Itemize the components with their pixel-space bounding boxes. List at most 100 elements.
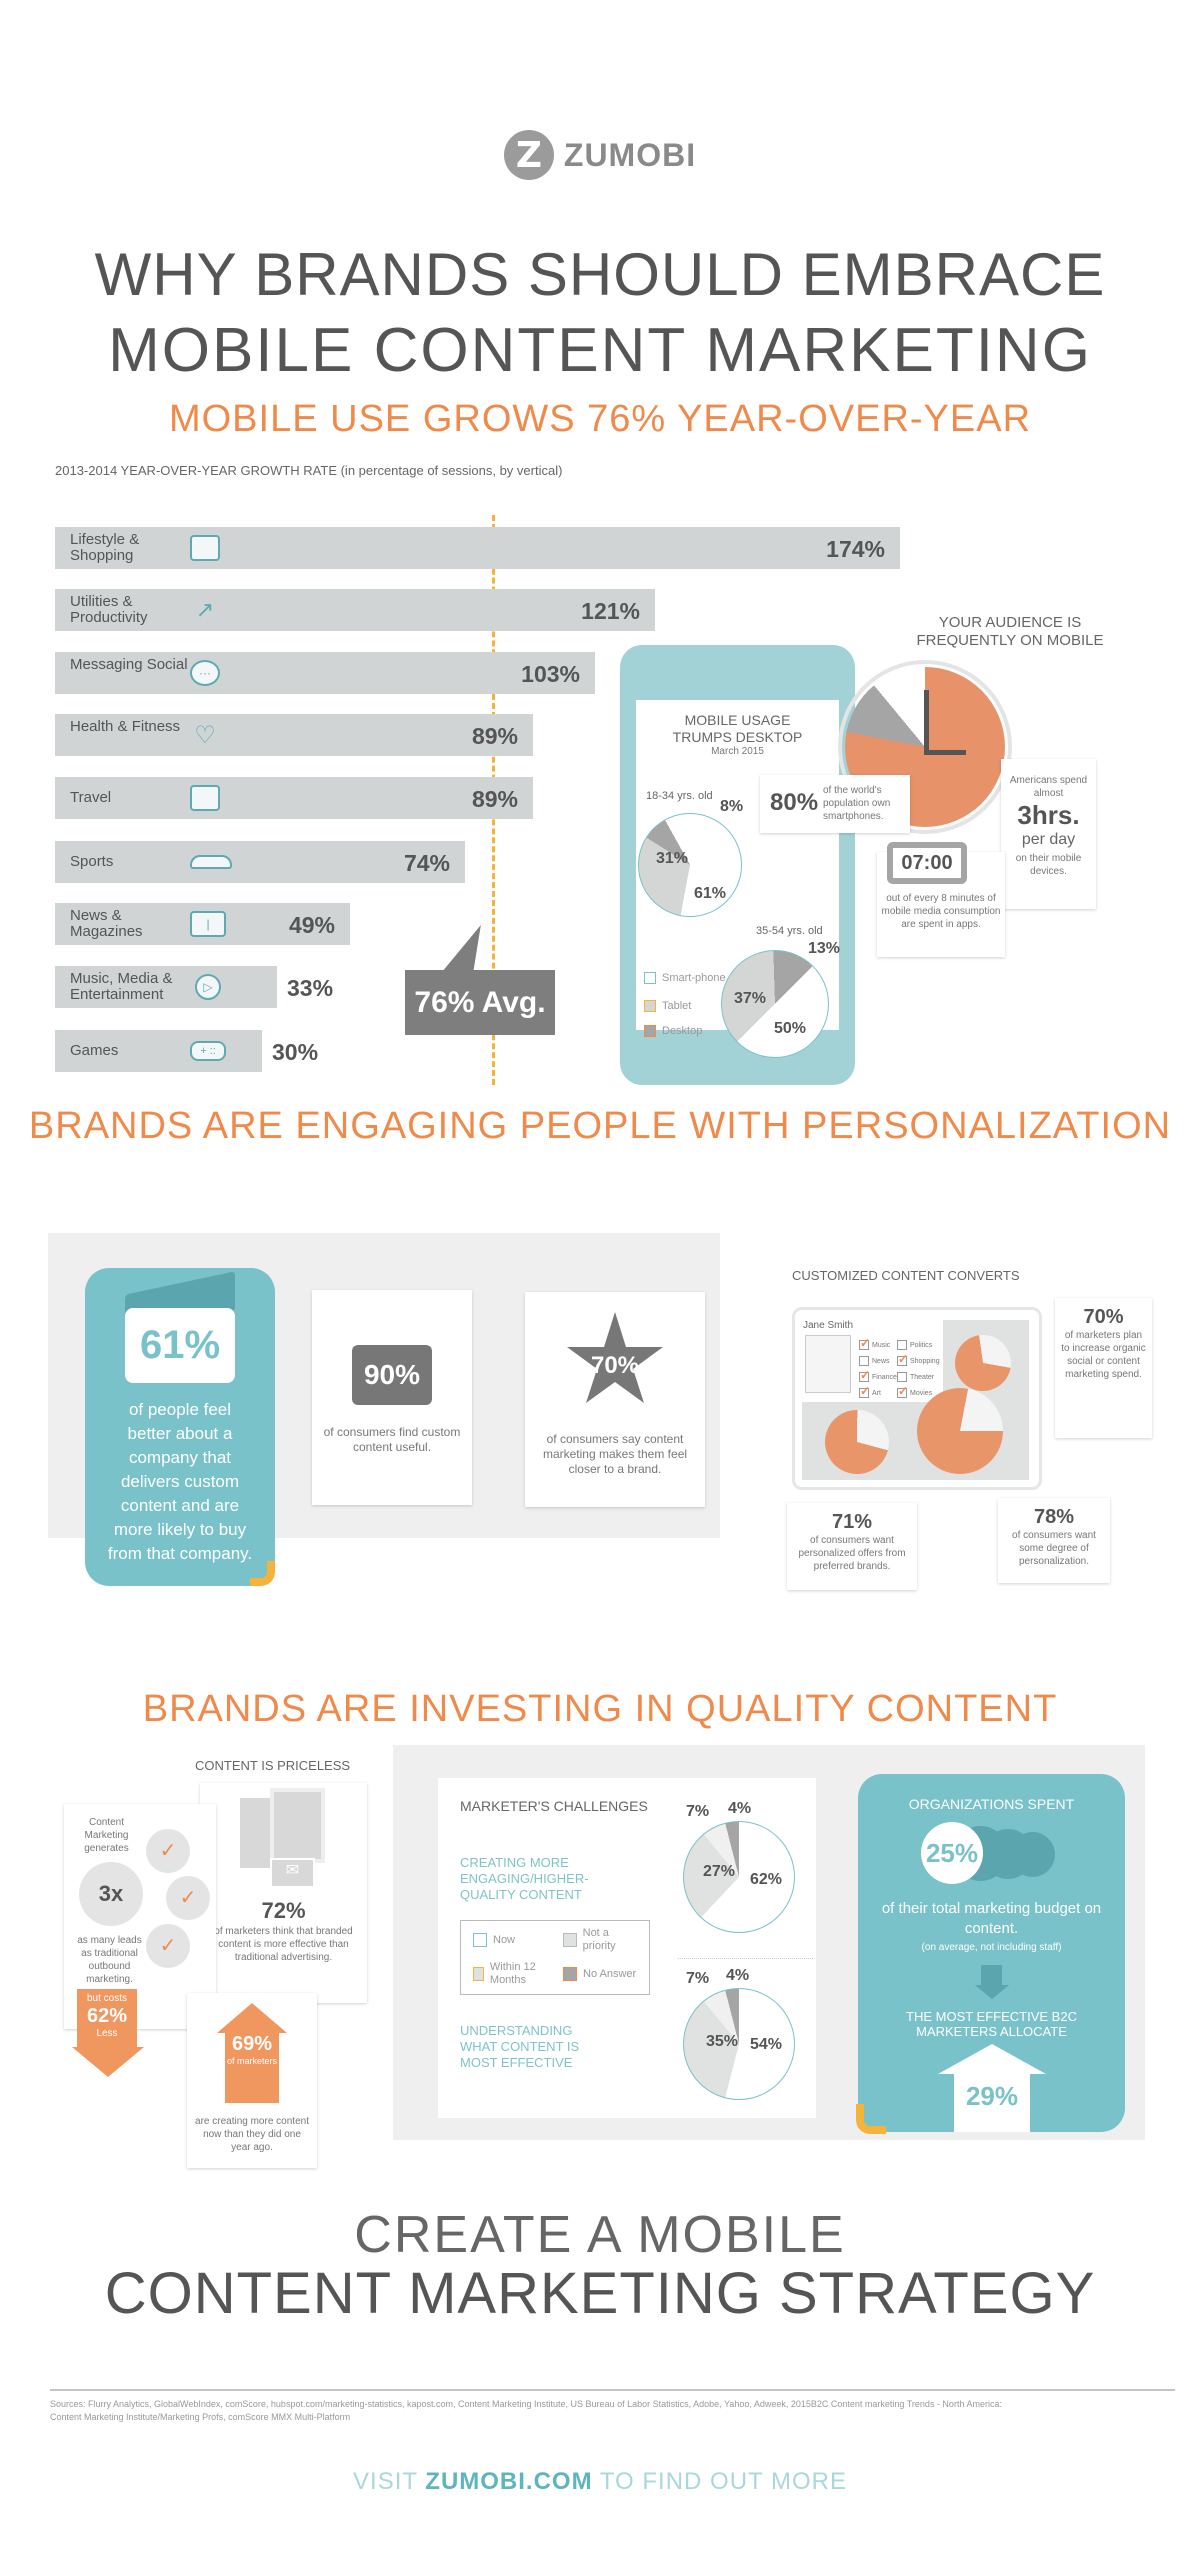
footer-title-line1: CREATE A MOBILE [354,2206,846,2264]
corner-accent [250,1561,275,1586]
check-icon: ✓ [166,1876,210,1920]
play-icon: ▷ [195,974,221,1000]
bar-value: 121% [581,598,640,624]
callout-value: 78% [1033,1506,1075,1528]
bar-value: 89% [471,723,518,749]
bar-games: Games + :: 30% [55,1030,318,1072]
card90-text: of consumers find custom content useful. [323,1425,461,1454]
hours-unit: per day [1021,831,1076,848]
group2-label: 35-54 yrs. old [756,925,823,937]
sources-line2: Content Marketing Institute/Marketing Pr… [50,2412,351,2422]
b2c-title: THE MOST EFFECTIVE B2C MARKETERS ALLOCAT… [906,2009,1077,2039]
bar-value: 33% [287,975,334,1001]
sources: Sources: Flurry Analytics, GlobalWebInde… [50,2398,1180,2424]
callout-70: 70% of marketers plan to increase organi… [1055,1298,1152,1438]
challenge1-pie [683,1821,795,1933]
converts-title: CUSTOMIZED CONTENT CONVERTS [792,1268,1020,1283]
house-icon [938,2044,1046,2074]
phone-title-2: TRUMPS DESKTOP [672,729,803,745]
apps-text: out of every 8 minutes of mobile media c… [881,893,1001,930]
callout-78: 78% of consumers want some degree of per… [998,1498,1110,1583]
costs-arrow-down-icon: but costs 62% Less [77,1989,137,2047]
budget-card: ORGANIZATIONS SPENT 25% of their total m… [856,1774,1125,2134]
card-61: 61% of people feel better about a compan… [85,1268,275,1586]
pie-label: 27% [703,1863,736,1880]
mobile-usage-phone: MOBILE USAGE TRUMPS DESKTOP March 2015 1… [619,645,855,1085]
bar-label: Health & Fitness [70,718,181,735]
org-note: (on average, not including staff) [921,1942,1062,1953]
bar-value: 30% [272,1039,319,1065]
heart-icon: ♡ [194,721,216,749]
chart-caption: 2013-2014 YEAR-OVER-YEAR GROWTH RATE (in… [55,463,563,478]
sneaker-icon [190,855,232,869]
phone-title: MOBILE USAGE [684,712,791,728]
arrow-down-head [72,2047,144,2077]
pie-label: 4% [728,1800,752,1817]
check-icon: ✓ [146,1924,190,1968]
challenge1-label: CREATING MORE ENGAGING/HIGHER-QUALITY CO… [460,1855,589,1902]
footer-divider [50,2389,1175,2391]
callout-text: of marketers plan to increase organic so… [1061,1330,1146,1380]
phone-screen: MOBILE USAGE TRUMPS DESKTOP March 2015 1… [619,700,852,1081]
clock-hand-minute [924,750,966,755]
arrow-up-head [217,2003,287,2033]
cta: VISIT ZUMOBI.COM TO FIND OUT MORE [0,2468,1200,2496]
callout-text: of consumers want personalized offers fr… [798,1535,906,1572]
pie-label: 4% [726,1967,750,1984]
bar-utilities: Utilities & Productivity ↗ 121% [55,589,655,631]
stat-80-card: 80% of the world's population own smartp… [760,775,910,833]
pie-label: 7% [686,1803,710,1820]
pie-label: 37% [734,990,767,1007]
profile-tablet: Jane Smith Music Politics News Shopping … [792,1307,1042,1490]
pie-label: 54% [750,2036,783,2053]
pie-label: 13% [808,940,841,957]
bar-label: Messaging Social [70,656,188,673]
bar-messaging: Messaging Social ··· 103% [55,652,595,694]
pie-label: 35% [706,2033,739,2050]
challenge2-pie [683,1988,795,2100]
pie-label: 50% [774,1020,807,1037]
thumbs-up-icon: 90% [352,1345,432,1405]
card-69: 69% of marketers are creating more conte… [187,1993,317,2168]
cm-text-top: Content Marketing generates [84,1817,129,1854]
sources-line1: Sources: Flurry Analytics, GlobalWebInde… [50,2399,1002,2409]
pie-label: 62% [750,1871,783,1888]
check-icon: ✓ [146,1829,190,1873]
clock-ring [838,660,1012,834]
trend-arrow-icon: ↗ [195,597,215,622]
pie-78 [917,1388,1003,1474]
page-title-line2: MOBILE CONTENT MARKETING [108,316,1092,385]
bar-travel: Travel 89% [55,777,533,819]
org-value: 25% [921,1822,983,1884]
section3-heading: BRANDS ARE INVESTING IN QUALITY CONTENT [142,1688,1058,1730]
phone-time-icon: 07:00 [887,842,967,884]
challenges-legend: Now Within 12 Months Not a priority No A… [460,1920,650,1995]
corner-accent [856,2104,886,2134]
shopping-bag-icon [190,535,220,561]
bar-label: Music, Media & Entertainment [70,970,173,1003]
hours-post: on their mobile devices. [1015,853,1082,877]
book-icon: | [190,911,226,937]
callout-71: 71% of consumers want personalized offer… [787,1503,917,1590]
challenges-card: MARKETER'S CHALLENGES CREATING MORE ENGA… [438,1778,816,2118]
gamepad-icon: + :: [190,1041,226,1061]
logo-text: ZUMOBI [563,136,697,173]
stat72-value: 72% [261,1898,306,1923]
card-90: 90% of consumers find custom content use… [312,1290,472,1505]
bar-label: Sports [70,853,114,870]
page-title-line1: WHY BRANDS SHOULD EMBRACE [94,241,1106,308]
growth-arrow-up-icon: 69% of marketers [225,2033,279,2103]
bar-value: 49% [288,912,335,938]
cta-post: TO FIND OUT MORE [592,2468,847,2495]
callout-text: of consumers want some degree of persona… [1012,1530,1096,1567]
zumobi-link[interactable]: ZUMOBI.COM [425,2468,593,2495]
bar-value: 174% [826,536,885,562]
bar-label: Travel [70,789,112,806]
bar-value: 89% [471,786,518,812]
bar-value: 74% [403,850,450,876]
hours-card: Americans spend almost 3hrs. per day on … [1001,759,1096,909]
group1-label: 18-34 yrs. old [646,790,713,802]
challenge2-label: UNDERSTANDING WHAT CONTENT IS MOST EFFEC… [460,2023,580,2070]
legend-tablet: Tablet [644,1000,691,1012]
avatar [805,1335,851,1393]
